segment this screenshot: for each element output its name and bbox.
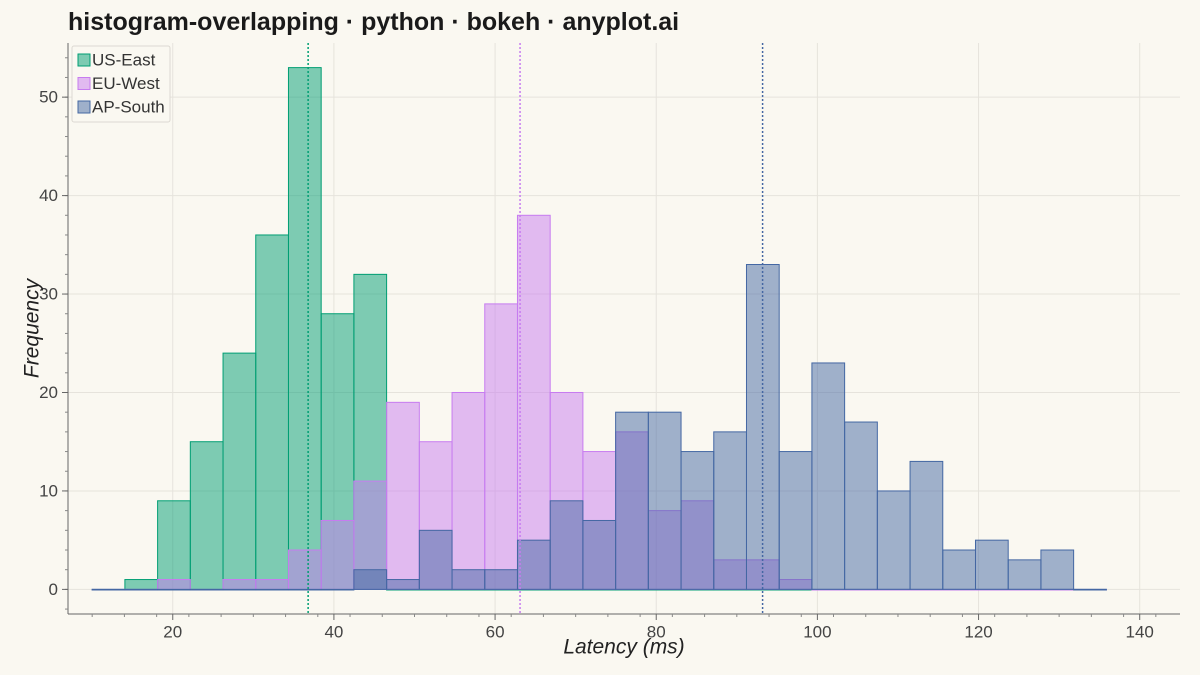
histogram-bar [157, 588, 191, 591]
x-tick-label: 100 [803, 623, 831, 642]
histogram-bar [484, 303, 518, 590]
histogram-bar [1073, 588, 1107, 591]
histogram-bar [255, 588, 289, 591]
histogram-bar [549, 500, 584, 590]
x-tick-label: 140 [1126, 623, 1154, 642]
histogram-bar [615, 411, 649, 590]
x-tick-label: 40 [324, 623, 343, 642]
legend-label: EU-West [92, 74, 160, 93]
histogram-bar [255, 234, 289, 590]
series-us-east [91, 67, 1107, 591]
histogram-bar [320, 519, 355, 590]
y-tick-label: 40 [39, 186, 58, 205]
histogram-bar [386, 579, 420, 590]
x-tick-label: 80 [647, 623, 666, 642]
histogram-bar [91, 588, 126, 591]
histogram-bar [320, 588, 355, 591]
legend-box [71, 45, 171, 123]
histogram-bar [124, 579, 159, 590]
histogram-bar [516, 539, 551, 590]
histogram-bar [1007, 559, 1042, 590]
histogram-bar [844, 421, 878, 590]
y-tick-label: 50 [39, 88, 58, 107]
legend: US-East EU-West AP-South [71, 45, 171, 123]
histogram-bar [222, 579, 257, 590]
mean-lines [307, 43, 764, 614]
histogram-bar [484, 569, 518, 590]
histogram-bar [255, 579, 289, 590]
legend-swatch [77, 77, 91, 90]
y-tick-label: 20 [39, 383, 58, 402]
histogram-bar [386, 401, 420, 590]
y-axis-label: Frequency [21, 277, 44, 378]
histogram-bar [876, 490, 911, 590]
histogram-bar [451, 569, 486, 590]
chart-title: histogram-overlapping · python · bokeh ·… [68, 8, 680, 36]
histogram-bar [287, 549, 322, 590]
histogram-bar [909, 460, 944, 590]
histogram-bar [222, 588, 257, 591]
histogram-bar [189, 441, 224, 590]
legend-swatch [77, 100, 91, 114]
histogram-bar [680, 451, 715, 590]
histogram-bar [157, 579, 191, 590]
axes: 20 40 60 80 100 120 140 0 10 20 30 40 50 Latency (ms)… [21, 43, 1180, 659]
histogram-bar [418, 529, 453, 590]
histogram-bar [222, 352, 257, 590]
legend-label: AP-South [92, 98, 165, 117]
legend-swatch [77, 53, 91, 67]
histogram-bar [287, 67, 322, 590]
histogram-bar [451, 391, 486, 590]
y-tick-label: 30 [39, 285, 58, 304]
y-tick-label: 10 [39, 481, 58, 500]
histogram-bar [124, 588, 159, 591]
histogram-bar [713, 431, 747, 590]
histogram-bar [157, 500, 191, 590]
legend-item: EU-West [77, 74, 160, 93]
histogram-bar [811, 362, 846, 590]
histogram-bar [942, 549, 976, 590]
legend-label: US-East [92, 51, 156, 70]
histogram-bar [516, 214, 551, 590]
x-axis-label: Latency (ms) [563, 636, 684, 659]
histogram-bar [287, 588, 322, 591]
legend-item: AP-South [77, 98, 165, 117]
x-tick-label: 20 [163, 623, 182, 642]
histogram-bar [1040, 549, 1075, 590]
histogram-bar [778, 451, 813, 590]
legend-item: US-East [77, 51, 156, 70]
histogram-bar [647, 411, 682, 590]
x-tick-label: 60 [486, 623, 505, 642]
histogram-bar [189, 588, 224, 591]
series-ap-south [91, 264, 1107, 591]
histogram-bar [353, 569, 388, 590]
bars [91, 67, 1107, 591]
histogram-bar [582, 519, 617, 590]
y-tick-label: 0 [49, 580, 58, 599]
histogram-bar [974, 539, 1009, 590]
x-tick-label: 120 [964, 623, 992, 642]
